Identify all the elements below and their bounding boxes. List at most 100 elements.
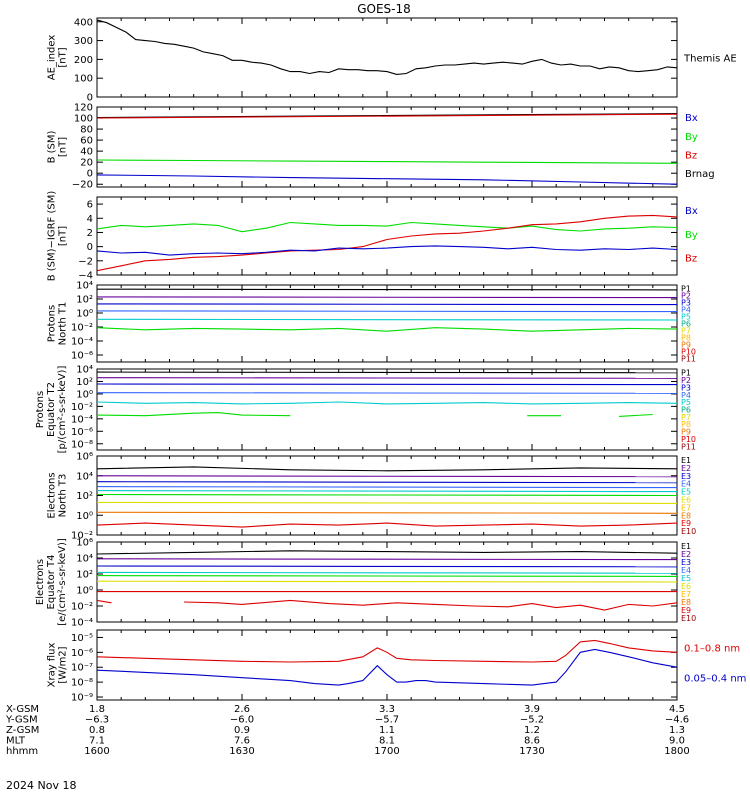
legend-label: P10 [681, 348, 696, 357]
legend-label: E3 [681, 558, 691, 567]
series-line [97, 159, 677, 164]
y-tick-label: 40 [80, 147, 93, 158]
legend-label: P3 [681, 299, 691, 308]
x-tick-label: −5.2 [520, 715, 544, 726]
x-tick-label: 1.2 [524, 725, 540, 736]
series-line [97, 371, 677, 374]
y-axis-label: Equator T4 [46, 555, 57, 610]
y-tick-label: 10⁶ [76, 538, 93, 549]
panel-frame [96, 368, 678, 451]
x-tick-label: 4.5 [669, 704, 685, 715]
legend-label: Brnag [685, 169, 715, 180]
y-tick-label: 0 [87, 169, 93, 180]
y-axis-label: [W/m2] [58, 646, 69, 683]
legend-label: P6 [681, 320, 691, 329]
legend-label: E7 [681, 503, 691, 512]
legend-label: E9 [681, 519, 691, 528]
y-tick-label: 10² [76, 377, 93, 388]
legend-label: P8 [681, 334, 691, 343]
series-line [97, 401, 677, 405]
y-tick-label: 20 [80, 158, 93, 169]
y-axis-label: Electrons [35, 559, 46, 605]
legend-label: Bz [685, 253, 697, 264]
series-line [97, 310, 677, 313]
y-tick-label: 100 [74, 114, 93, 125]
series-line [97, 550, 677, 555]
series-line [97, 565, 677, 568]
x-tick-label: 7.6 [234, 736, 250, 747]
y-axis-label: AE_index [47, 35, 58, 81]
y-tick-label: 10⁻⁵ [71, 633, 93, 644]
legend-label: P6 [681, 406, 691, 415]
series-line [97, 383, 677, 386]
x-tick-label: 7.1 [89, 736, 105, 747]
legend-label: By [685, 230, 698, 241]
legend-label: E3 [681, 472, 691, 481]
x-row-name: Z-GSM [6, 725, 39, 736]
x-row-name: hhmm [6, 746, 38, 757]
y-tick-label: 10⁻⁶ [71, 427, 93, 438]
x-tick-label: −6.3 [85, 715, 109, 726]
series-line [97, 288, 677, 291]
x-tick-label: −4.6 [665, 715, 689, 726]
legend-label: P11 [681, 355, 696, 364]
legend-label: P4 [681, 391, 691, 400]
y-tick-label: 10⁰ [76, 309, 93, 320]
y-axis-label: [e/(cm²-s-sr-keV)] [57, 538, 68, 626]
y-tick-label: 2 [87, 228, 93, 239]
series-line [97, 19, 677, 75]
panel-ae: 0 100 200 300 400 AE_index [nT] Themis AE [47, 17, 737, 103]
y-axis-label: North T3 [58, 474, 69, 518]
legend-label: E6 [681, 582, 691, 591]
series-line [618, 413, 653, 417]
legend-label: Bx [685, 206, 698, 217]
legend-label: P2 [681, 376, 691, 385]
y-axis-label: North T1 [58, 302, 69, 346]
panel-frame [96, 196, 678, 276]
legend-label: P11 [681, 442, 696, 451]
series-line [97, 501, 677, 504]
y-tick-label: 200 [74, 55, 93, 66]
x-tick-label: 1600 [84, 746, 109, 757]
legend-label: E1 [681, 542, 691, 551]
x-tick-label: −5.7 [375, 715, 399, 726]
y-tick-label: −4 [78, 271, 93, 282]
y-axis-label: B (SM) [47, 130, 58, 163]
y-tick-label: 0 [87, 242, 93, 253]
x-row-name: X-GSM [6, 704, 39, 715]
series-line [97, 490, 677, 493]
y-tick-label: 10⁻⁷ [71, 663, 93, 674]
y-tick-label: 100 [74, 74, 93, 85]
series-line [97, 599, 112, 604]
panel-bdiff: −4 −2 0 2 4 6 B (SM)−IGRF (SM) [nT] Bx By Bz [47, 191, 698, 282]
legend-label: P9 [681, 341, 691, 350]
series-line [97, 481, 677, 484]
x-tick-label: −6.0 [230, 715, 254, 726]
panel-frame [96, 106, 678, 188]
legend-label: P7 [681, 327, 691, 336]
panel-frame [96, 17, 678, 98]
series-line [97, 392, 677, 394]
y-tick-label: 6 [87, 200, 93, 211]
y-axis-label: Equator T2 [46, 382, 57, 437]
series-line [97, 318, 677, 321]
y-tick-label: −2 [78, 256, 93, 267]
legend-label: P7 [681, 413, 691, 422]
legend-label: E1 [681, 456, 691, 465]
series-line [97, 174, 677, 185]
legend-label: E6 [681, 495, 691, 504]
series-line [97, 296, 677, 299]
series-line [97, 486, 677, 489]
legend-label: Themis AE [683, 54, 737, 65]
y-tick-label: −20 [72, 180, 93, 191]
x-tick-label: 1800 [664, 746, 689, 757]
legend-label: P5 [681, 313, 691, 322]
y-tick-label: 10⁻⁶ [71, 648, 93, 659]
y-axis-label: Protons [35, 391, 46, 428]
x-row-name: MLT [6, 736, 26, 747]
panel-e2: 10⁻⁴ 10⁻² 10⁰ 10² 10⁴ 10⁶ Electrons Equator T4[… [35, 538, 696, 629]
date-label: 2024 Nov 18 [6, 779, 76, 792]
y-tick-label: 10⁰ [76, 389, 93, 400]
